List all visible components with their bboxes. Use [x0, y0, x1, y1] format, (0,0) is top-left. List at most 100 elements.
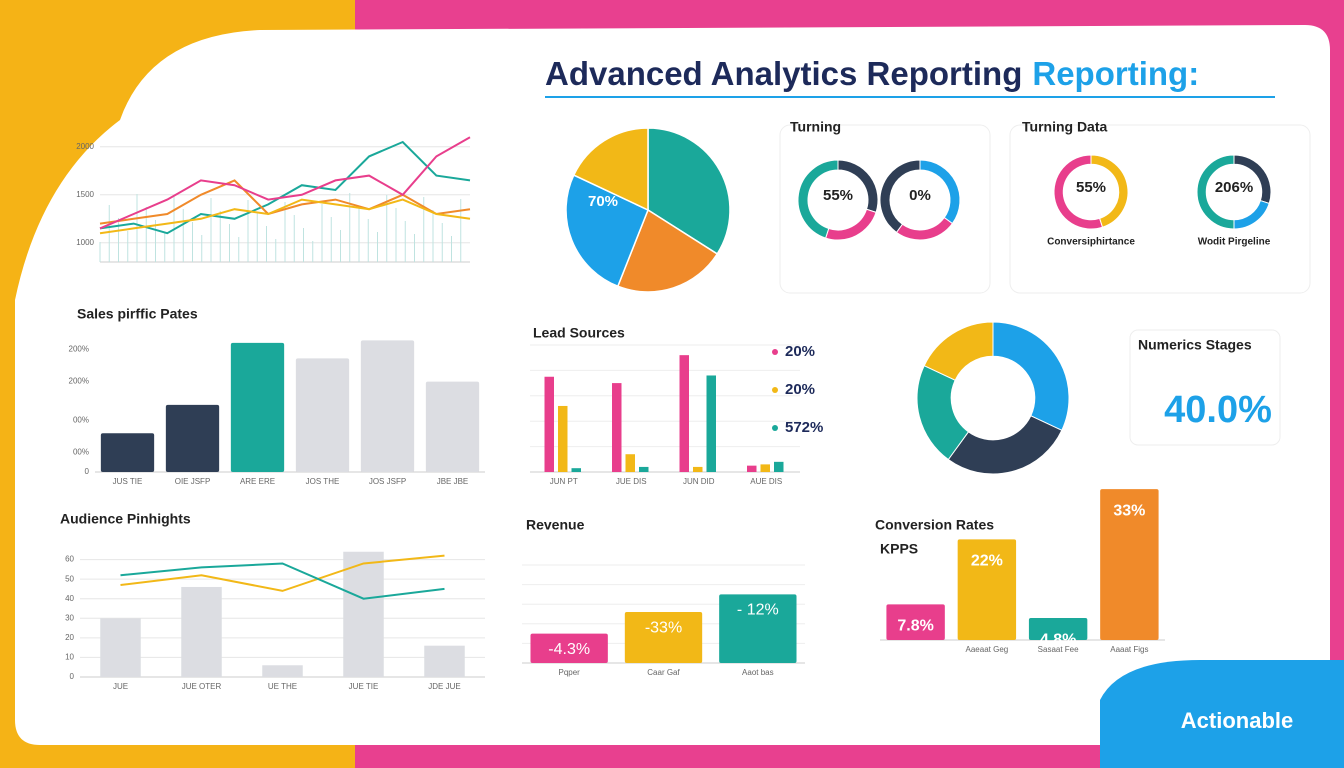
x-tick-label: JDE JUE	[428, 682, 460, 691]
line-series	[120, 554, 445, 592]
bar-annotation: -33%	[645, 619, 682, 636]
y-tick-label: 40	[65, 594, 74, 603]
x-tick-label: JOS JSFP	[369, 477, 406, 486]
bar	[544, 376, 554, 472]
panel	[1009, 124, 1311, 294]
bar	[706, 375, 716, 472]
x-tick-label: UE THE	[268, 682, 297, 691]
y-tick-label: 20	[65, 633, 74, 642]
y-tick-label: 1500	[76, 190, 94, 199]
y-tick-label: 60	[65, 555, 74, 564]
bar	[262, 665, 303, 677]
legend-dot	[772, 387, 778, 393]
bar	[558, 405, 568, 472]
bar	[360, 340, 415, 472]
bar	[760, 464, 770, 472]
donut-segment	[879, 159, 921, 234]
donut-label: 55%	[823, 187, 853, 204]
bar-annotation: - 12%	[737, 602, 779, 619]
y-tick-label: 50	[65, 574, 74, 583]
x-tick-label: JUE OTER	[182, 682, 222, 691]
donut-segment	[947, 415, 1063, 475]
kpi-value: 40.0%	[1164, 389, 1272, 431]
bar	[530, 633, 608, 663]
x-tick-label: JUS TIE	[113, 477, 143, 486]
badge-bg	[1100, 660, 1344, 768]
value-label: 7.8%	[897, 618, 933, 635]
bar	[625, 454, 635, 472]
bar	[165, 404, 220, 472]
panel-title: Lead Sources	[533, 325, 625, 341]
y-tick-label: 2000	[76, 142, 94, 151]
donut-label: 55%	[1076, 179, 1106, 196]
x-tick-label: JUN DID	[683, 477, 715, 486]
x-tick-label: JUN PT	[550, 477, 578, 486]
x-tick-label: ARE ERE	[240, 477, 275, 486]
value-label: 22%	[971, 553, 1003, 570]
line-series	[99, 140, 471, 235]
bar	[747, 465, 757, 472]
donut-segment	[1053, 154, 1104, 230]
y-tick-label: 0	[70, 672, 75, 681]
line-series	[99, 179, 471, 225]
donut-segment	[1196, 154, 1235, 230]
x-tick-label: Aaaat Figs	[1110, 645, 1148, 654]
donut-label: 206%	[1215, 179, 1253, 196]
x-tick-label: Caar Gaf	[647, 668, 680, 677]
y-tick-label: 200%	[69, 344, 89, 353]
title-main: Advanced Analytics Reporting	[545, 55, 1022, 92]
legend-label: 20%	[785, 343, 815, 360]
title-accent: Reporting:	[1032, 55, 1199, 92]
x-tick-label: JUE TIE	[349, 682, 379, 691]
x-tick-label: JBE JBE	[437, 477, 469, 486]
bar	[343, 551, 384, 677]
panel-title: Numerics Stages	[1138, 337, 1252, 353]
panel-title: Sales pirffic Pates	[77, 306, 198, 322]
y-tick-label: 10	[65, 653, 74, 662]
legend-label: 572%	[785, 419, 823, 436]
y-tick-label: 200%	[69, 377, 89, 386]
bar	[624, 612, 703, 663]
bar	[679, 355, 689, 472]
legend-dot	[772, 425, 778, 431]
bar	[424, 645, 465, 677]
bar	[612, 383, 622, 472]
bar	[425, 381, 480, 472]
title: Advanced Analytics Reporting Reporting:	[545, 55, 1199, 92]
y-tick-label: 0	[85, 467, 90, 476]
value-label: 33%	[1113, 502, 1145, 519]
x-tick-label: Pqper	[558, 668, 580, 677]
bar	[181, 586, 222, 677]
panel-subtitle: KPPS	[880, 541, 918, 557]
donut-segment	[797, 159, 839, 239]
panel-title: Turning Data	[1022, 119, 1108, 135]
y-tick-label: 00%	[73, 415, 89, 424]
bar	[693, 466, 703, 472]
donut-segment	[923, 321, 994, 381]
bar	[100, 618, 141, 677]
bar	[1100, 489, 1159, 640]
legend-dot	[772, 349, 778, 355]
donut-caption: Conversiphirtance	[1047, 237, 1135, 248]
badge: Actionable	[1181, 708, 1293, 733]
y-tick-label: 30	[65, 613, 74, 622]
x-tick-label: Aaot bas	[742, 668, 774, 677]
line-series	[99, 198, 471, 235]
x-tick-label: JOS THE	[306, 477, 340, 486]
legend-label: 20%	[785, 381, 815, 398]
x-tick-label: Sasaat Fee	[1038, 645, 1079, 654]
pie-slice	[572, 127, 649, 212]
bar	[100, 433, 155, 472]
bar	[957, 539, 1017, 640]
pie-slice	[565, 174, 649, 288]
line-series	[120, 562, 445, 600]
bar-annotation: -4.3%	[548, 641, 590, 658]
donut-segment	[992, 321, 1070, 432]
panel-title: Audience Pinhights	[60, 511, 191, 527]
panel-title: Revenue	[526, 517, 585, 533]
donut-label: 0%	[909, 187, 931, 204]
bar	[639, 466, 649, 472]
panel-title: Conversion Rates	[875, 517, 994, 533]
